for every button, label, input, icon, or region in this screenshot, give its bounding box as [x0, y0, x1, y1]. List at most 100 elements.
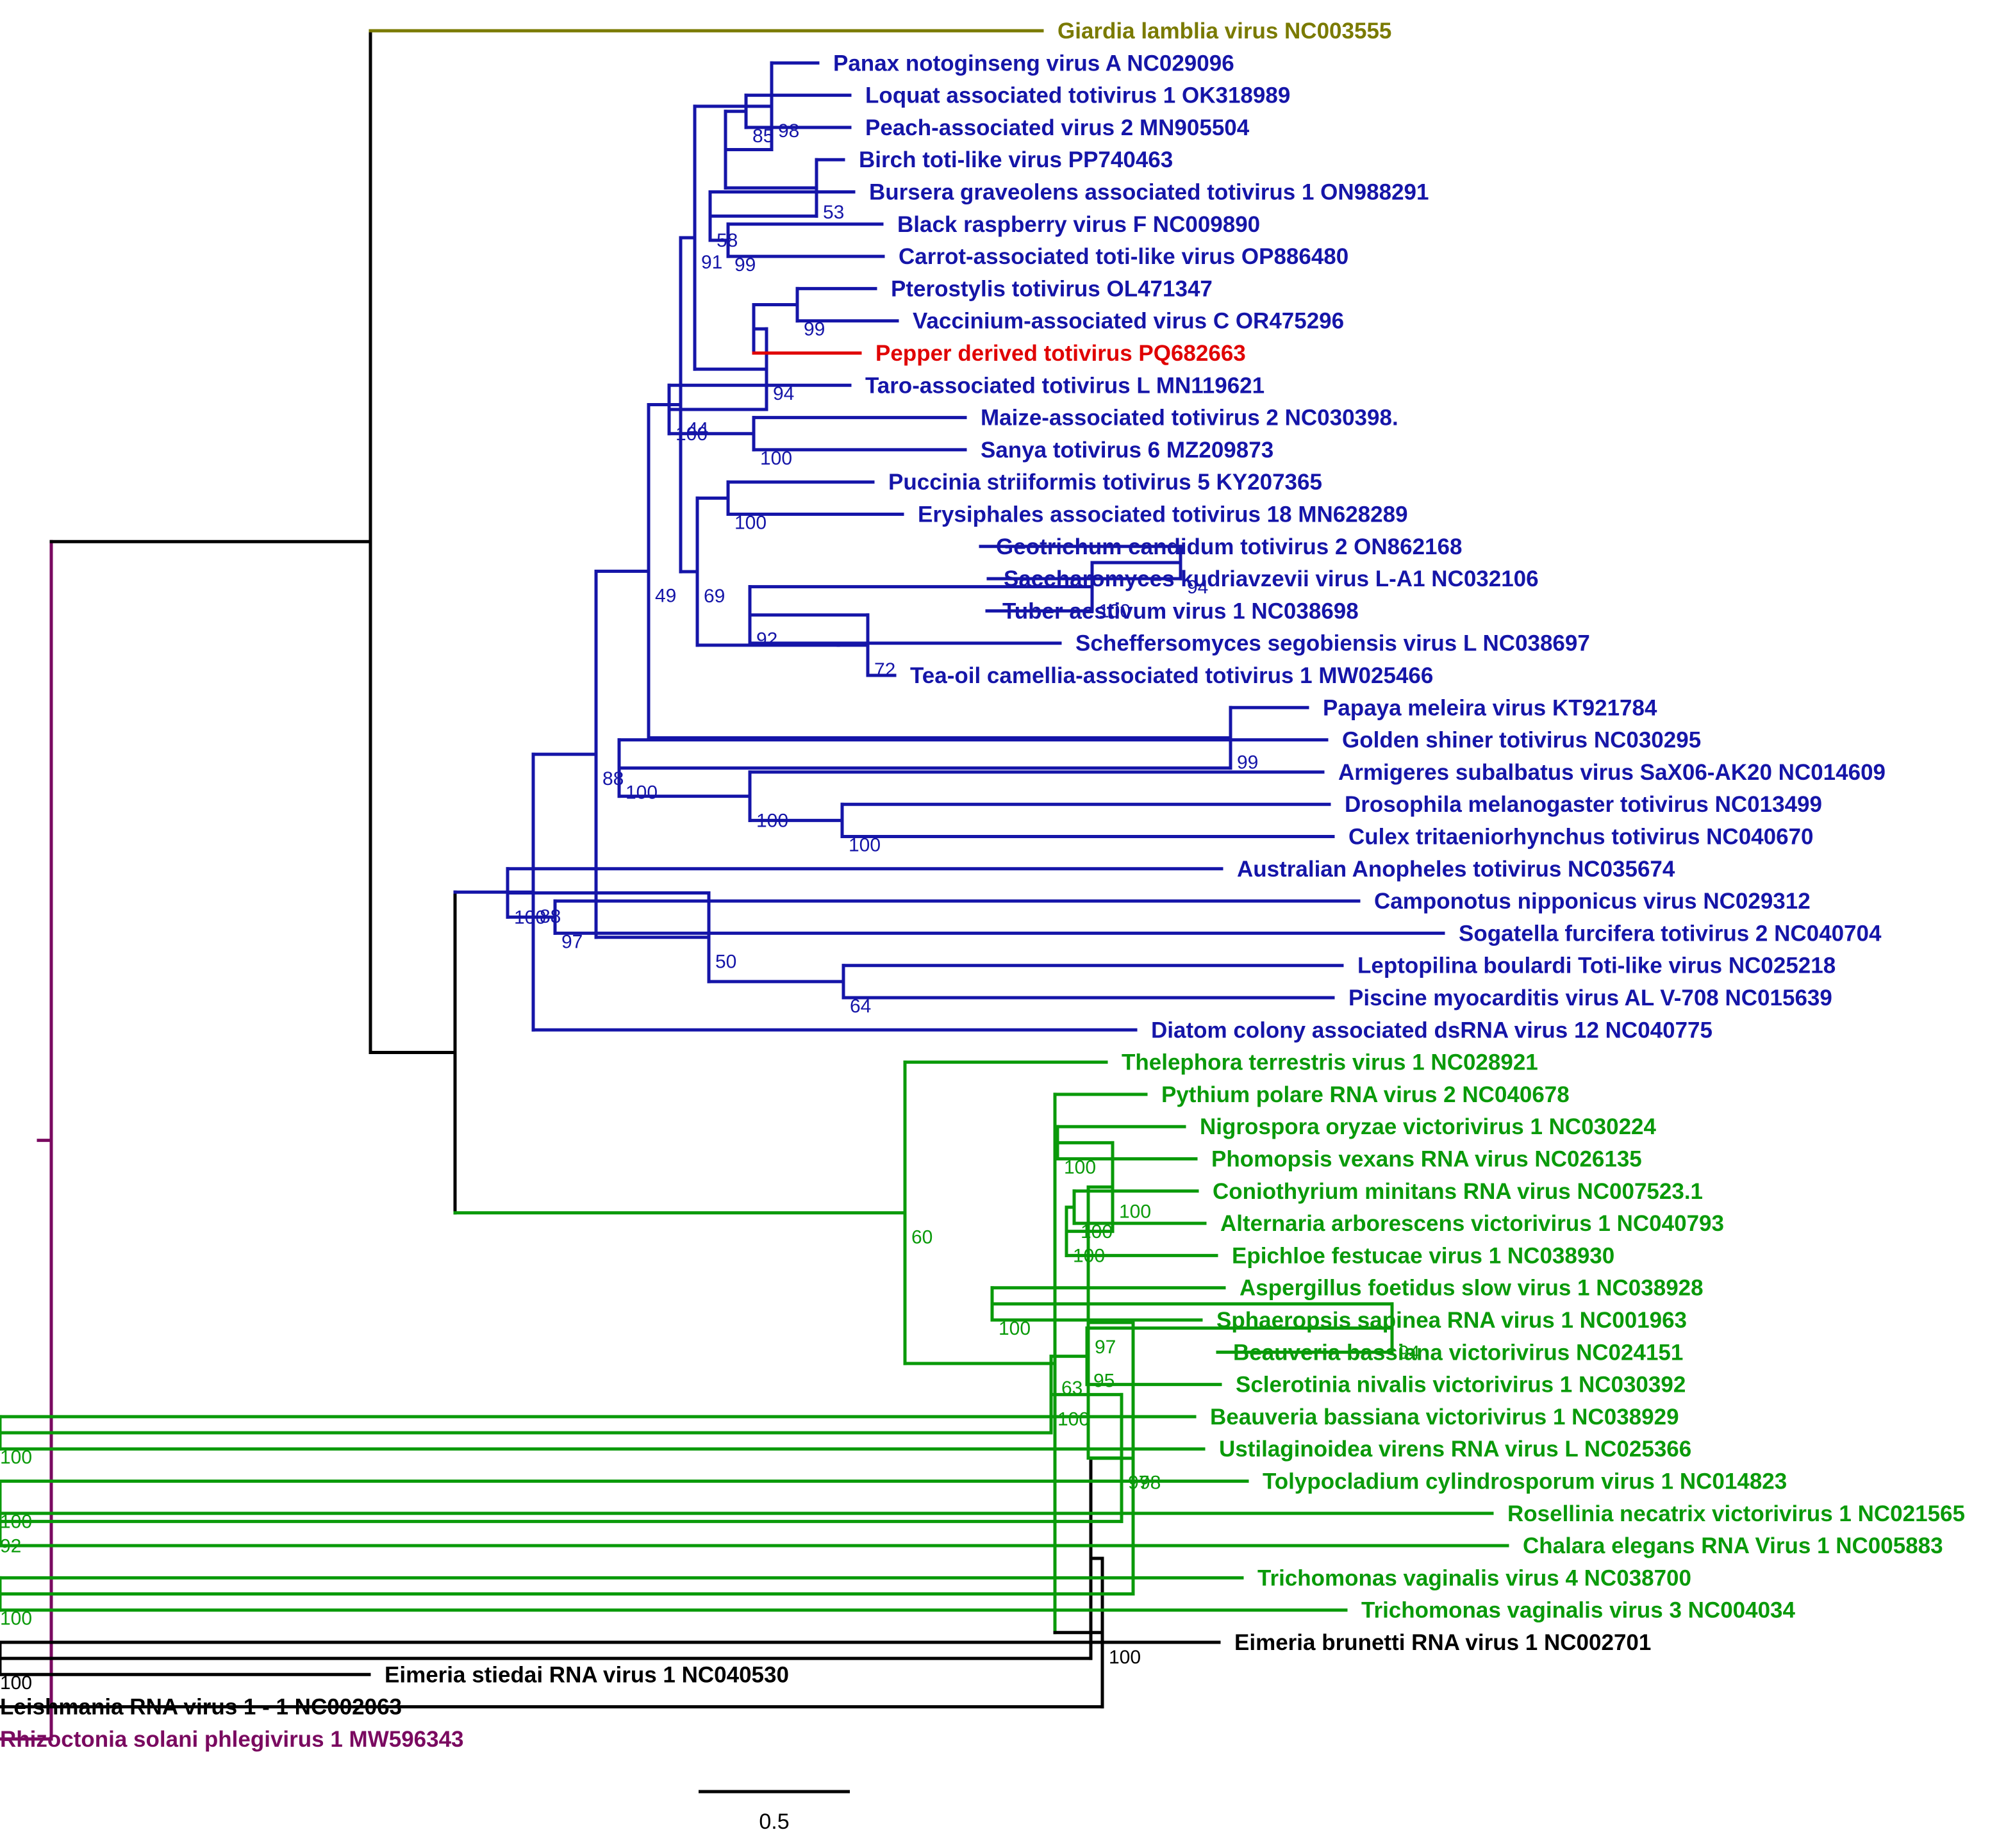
taxon-label: Tuber aestivum virus 1 NC038698: [1002, 598, 1359, 623]
taxon-label: Sclerotinia nivalis victorivirus 1 NC030…: [1236, 1373, 1686, 1398]
bootstrap-value: 99: [734, 254, 756, 276]
bootstrap-value: 100: [1073, 1246, 1105, 1267]
taxon-label: Diatom colony associated dsRNA virus 12 …: [1151, 1018, 1712, 1043]
bootstrap-value: 97: [1128, 1472, 1149, 1493]
bootstrap-value: 100: [1109, 1647, 1141, 1668]
bootstrap-value: 100: [1057, 1408, 1090, 1430]
bootstrap-value: 53: [823, 202, 844, 223]
scale-bar: 0.5: [699, 1790, 850, 1834]
bootstrap-value: 92: [0, 1535, 21, 1556]
bootstrap-value: 94: [1187, 577, 1208, 598]
taxon-label: Trichomonas vaginalis virus 3 NC004034: [1361, 1598, 1796, 1623]
bootstrap-value: 97: [561, 931, 583, 952]
bootstrap-value: 94: [773, 383, 794, 404]
taxon-label: Aspergillus foetidus slow virus 1 NC0389…: [1240, 1276, 1704, 1301]
bootstrap-value: 100: [999, 1318, 1031, 1339]
taxon-label: Nigrospora oryzae victorivirus 1 NC03022…: [1200, 1114, 1657, 1139]
taxon-label: Tolypocladium cylindrosporum virus 1 NC0…: [1263, 1469, 1787, 1494]
bootstrap-value: 100: [0, 1608, 32, 1629]
bootstrap-value: 98: [778, 120, 799, 142]
taxon-label: Culex tritaeniorhynchus totivirus NC0406…: [1348, 825, 1814, 850]
bootstrap-value: 100: [626, 782, 658, 804]
taxon-label: Rosellinia necatrix victorivirus 1 NC021…: [1507, 1501, 1965, 1526]
bootstrap-value: 100: [1081, 1221, 1113, 1242]
bootstrap-value: 60: [911, 1227, 933, 1248]
taxon-label: Loquat associated totivirus 1 OK318989: [865, 83, 1290, 108]
taxon-label: Geotrichum candidum totivirus 2 ON862168: [996, 534, 1462, 559]
bootstrap-value: 44: [687, 419, 708, 440]
taxon-label: Pterostylis totivirus OL471347: [891, 276, 1213, 301]
bootstrap-value: 98: [1140, 1473, 1161, 1494]
taxon-label: Pepper derived totivirus PQ682663: [875, 341, 1246, 366]
bootstrap-value: 91: [701, 252, 722, 273]
taxon-label: Camponotus nipponicus virus NC029312: [1374, 889, 1811, 914]
taxon-label: Trichomonas vaginalis virus 4 NC038700: [1257, 1565, 1691, 1590]
taxon-label: Thelephora terrestris virus 1 NC028921: [1122, 1050, 1538, 1075]
taxon-label: Beauveria bassiana victorivirus NC024151: [1233, 1340, 1683, 1365]
bootstrap-value: 95: [1093, 1371, 1115, 1392]
taxon-label: Leishmania RNA virus 1 - 1 NC002063: [0, 1695, 402, 1720]
bootstrap-value: 99: [804, 319, 825, 340]
bootstrap-values: 8888494491988553589994991001006910072921…: [0, 120, 1420, 1694]
bootstrap-value: 88: [602, 768, 624, 789]
bootstrap-value: 72: [874, 659, 895, 681]
taxon-label: Vaccinium-associated virus C OR475296: [913, 309, 1344, 334]
taxon-label: Eimeria stiedai RNA virus 1 NC040530: [385, 1662, 789, 1687]
bootstrap-value: 64: [850, 996, 871, 1017]
taxon-label: Saccharomyces kudriavzevii virus L-A1 NC…: [1004, 566, 1539, 591]
taxon-label: Epichloe festucae virus 1 NC038930: [1232, 1243, 1614, 1268]
bootstrap-value: 100: [734, 512, 767, 533]
taxon-label: Panax notoginseng virus A NC029096: [833, 51, 1234, 76]
taxon-label: Phomopsis vexans RNA virus NC026135: [1211, 1147, 1642, 1172]
taxon-label: Sanya totivirus 6 MZ209873: [981, 438, 1273, 463]
bootstrap-value: 58: [717, 230, 738, 251]
bootstrap-value: 49: [655, 586, 676, 607]
taxon-label: Tea-oil camellia-associated totivirus 1 …: [910, 663, 1433, 688]
taxon-label: Drosophila melanogaster totivirus NC0134…: [1345, 792, 1822, 817]
taxon-label: Carrot-associated toti-like virus OP8864…: [899, 244, 1348, 269]
taxon-label: Ustilaginoidea virens RNA virus L NC0253…: [1219, 1437, 1691, 1462]
bootstrap-value: 100: [676, 424, 708, 445]
bootstrap-value: 94: [1398, 1342, 1420, 1364]
taxon-label: Golden shiner totivirus NC030295: [1342, 728, 1701, 753]
bootstrap-value: 100: [0, 1512, 32, 1533]
taxon-label: Eimeria brunetti RNA virus 1 NC002701: [1234, 1630, 1651, 1655]
taxon-labels: Giardia lamblia virus NC003555 Panax noto…: [0, 19, 1965, 1752]
bootstrap-value: 85: [752, 126, 774, 147]
taxon-label: Puccinia striiformis totivirus 5 KY20736…: [888, 470, 1322, 495]
taxon-label: Erysiphales associated totivirus 18 MN62…: [918, 502, 1408, 527]
taxon-label: Bursera graveolens associated totivirus …: [869, 180, 1429, 205]
taxon-label: Rhizoctonia solani phlegivirus 1 MW59634…: [0, 1727, 464, 1752]
bootstrap-value: 92: [756, 629, 777, 650]
taxon-label: Alternaria arborescens victorivirus 1 NC…: [1220, 1211, 1724, 1236]
bootstrap-value: 100: [760, 448, 792, 469]
bootstrap-value: 100: [849, 834, 881, 855]
bootstrap-value: 88: [540, 906, 561, 927]
bootstrap-value: 97: [1095, 1337, 1116, 1358]
taxon-label: Piscine myocarditis virus AL V-708 NC015…: [1348, 986, 1832, 1011]
bootstrap-value: 100: [756, 811, 788, 832]
bootstrap-value: 69: [704, 586, 725, 607]
taxon-label: Scheffersomyces segobiensis virus L NC03…: [1075, 631, 1590, 656]
taxon-label: Sphaeropsis sapinea RNA virus 1 NC001963: [1216, 1308, 1687, 1333]
taxon-label: Coniothyrium minitans RNA virus NC007523…: [1213, 1179, 1703, 1204]
bootstrap-value: 100: [1099, 601, 1131, 622]
bootstrap-value: 100: [1119, 1201, 1151, 1223]
scale-bar-label: 0.5: [759, 1810, 789, 1834]
taxon-label: Leptopilina boulardi Toti-like virus NC0…: [1357, 953, 1836, 978]
taxon-label: Pythium polare RNA virus 2 NC040678: [1161, 1082, 1570, 1107]
bootstrap-value: 50: [715, 952, 736, 973]
bootstrap-value: 100: [0, 1447, 32, 1468]
tree-branches: [0, 29, 1509, 1741]
taxon-label: Maize-associated totivirus 2 NC030398.: [981, 406, 1398, 431]
bootstrap-value: 100: [514, 907, 546, 928]
bootstrap-value: 63: [1061, 1378, 1082, 1399]
bootstrap-value: 99: [1237, 752, 1258, 773]
taxon-label: Papaya meleira virus KT921784: [1323, 695, 1657, 720]
taxon-label: Australian Anopheles totivirus NC035674: [1237, 857, 1675, 882]
taxon-label: Giardia lamblia virus NC003555: [1057, 19, 1391, 44]
taxon-label: Taro-associated totivirus L MN119621: [865, 373, 1265, 398]
taxon-label: Beauveria bassiana victorivirus 1 NC0389…: [1210, 1405, 1679, 1430]
taxon-label: Peach-associated virus 2 MN905504: [865, 115, 1250, 140]
